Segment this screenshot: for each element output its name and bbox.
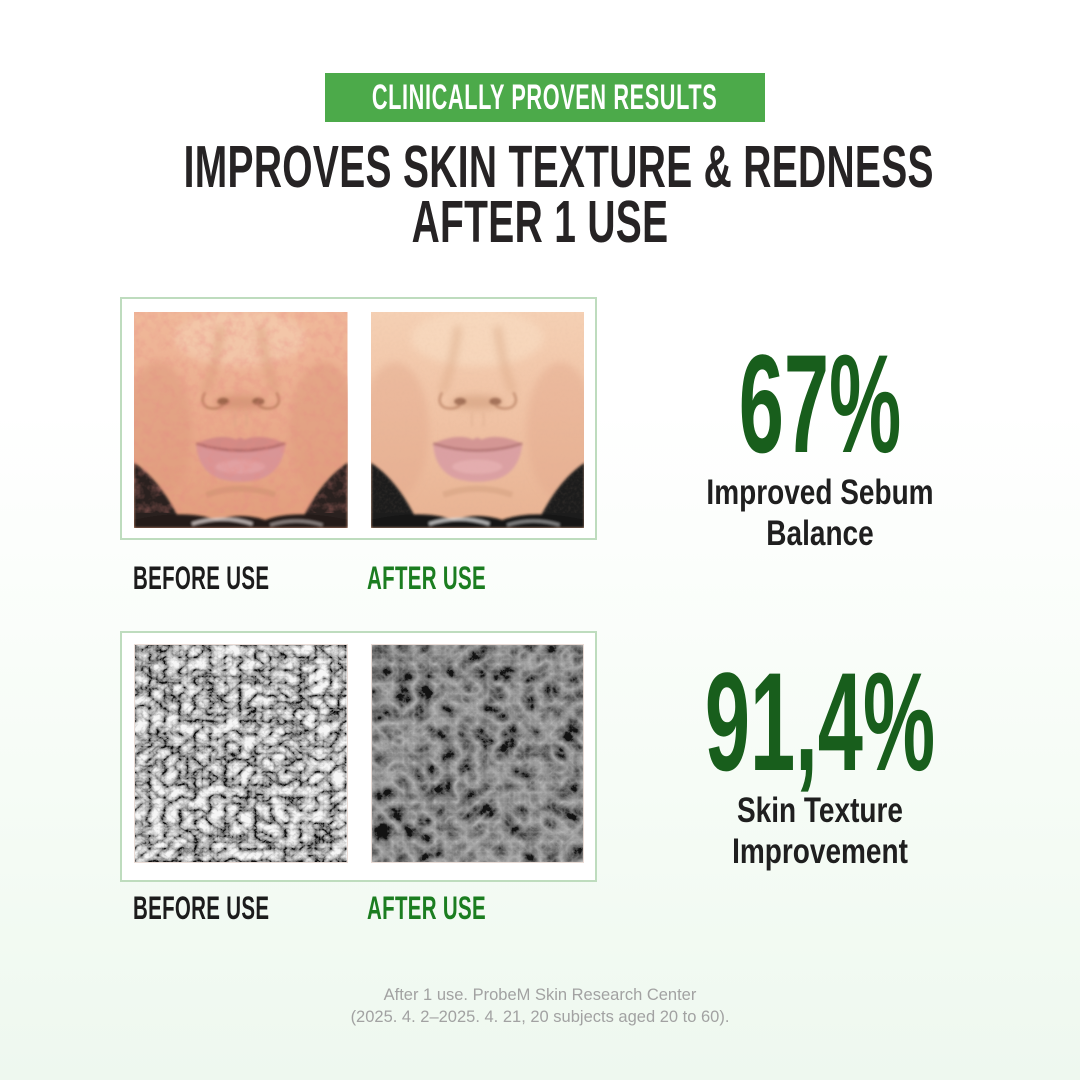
texture-comparison-box (120, 631, 597, 882)
after-use-label-texture: AFTER USE (367, 890, 486, 926)
before-face-photo (134, 312, 348, 528)
smooth-texture-illustration (371, 645, 583, 862)
sebum-stat-label-line-2: Balance (766, 514, 874, 553)
before-face-illustration (134, 312, 348, 528)
texture-stat-label-line-2: Improvement (732, 832, 908, 871)
texture-stat: 91,4% Skin Texture Improvement (620, 643, 1020, 872)
after-texture-photo (370, 644, 584, 863)
sebum-stat-label-line-1: Improved Sebum (706, 473, 934, 512)
sebum-stat-value: 67% (738, 325, 902, 482)
results-banner: CLINICALLY PROVEN RESULTS (325, 73, 765, 122)
footnote-line-1: After 1 use. ProbeM Skin Research Center (383, 986, 697, 1004)
redness-comparison-box (120, 297, 597, 540)
rough-texture-illustration (135, 645, 347, 862)
study-footnote: After 1 use. ProbeM Skin Research Center… (0, 984, 1080, 1028)
texture-stat-value: 91,4% (704, 643, 936, 800)
sebum-stat-label: Improved Sebum Balance (660, 472, 980, 554)
before-use-label-texture: BEFORE USE (133, 890, 270, 926)
headline-line-1: IMPROVES SKIN TEXTURE & REDNESS (183, 134, 934, 200)
banner-text: CLINICALLY PROVEN RESULTS (372, 77, 718, 117)
sebum-stat: 67% Improved Sebum Balance (620, 325, 1020, 554)
after-use-label-redness: AFTER USE (367, 560, 486, 596)
after-face-illustration (370, 312, 584, 528)
after-face-photo (370, 312, 584, 528)
texture-stat-label: Skin Texture Improvement (660, 790, 980, 872)
footnote-line-2: (2025. 4. 2–2025. 4. 21, 20 subjects age… (350, 1008, 730, 1026)
before-texture-photo (134, 644, 348, 863)
before-use-label-redness: BEFORE USE (133, 560, 270, 596)
headline-line-2: AFTER 1 USE (411, 189, 669, 255)
texture-stat-label-line-1: Skin Texture (737, 791, 903, 830)
headline: IMPROVES SKIN TEXTURE & REDNESS AFTER 1 … (0, 134, 1080, 255)
